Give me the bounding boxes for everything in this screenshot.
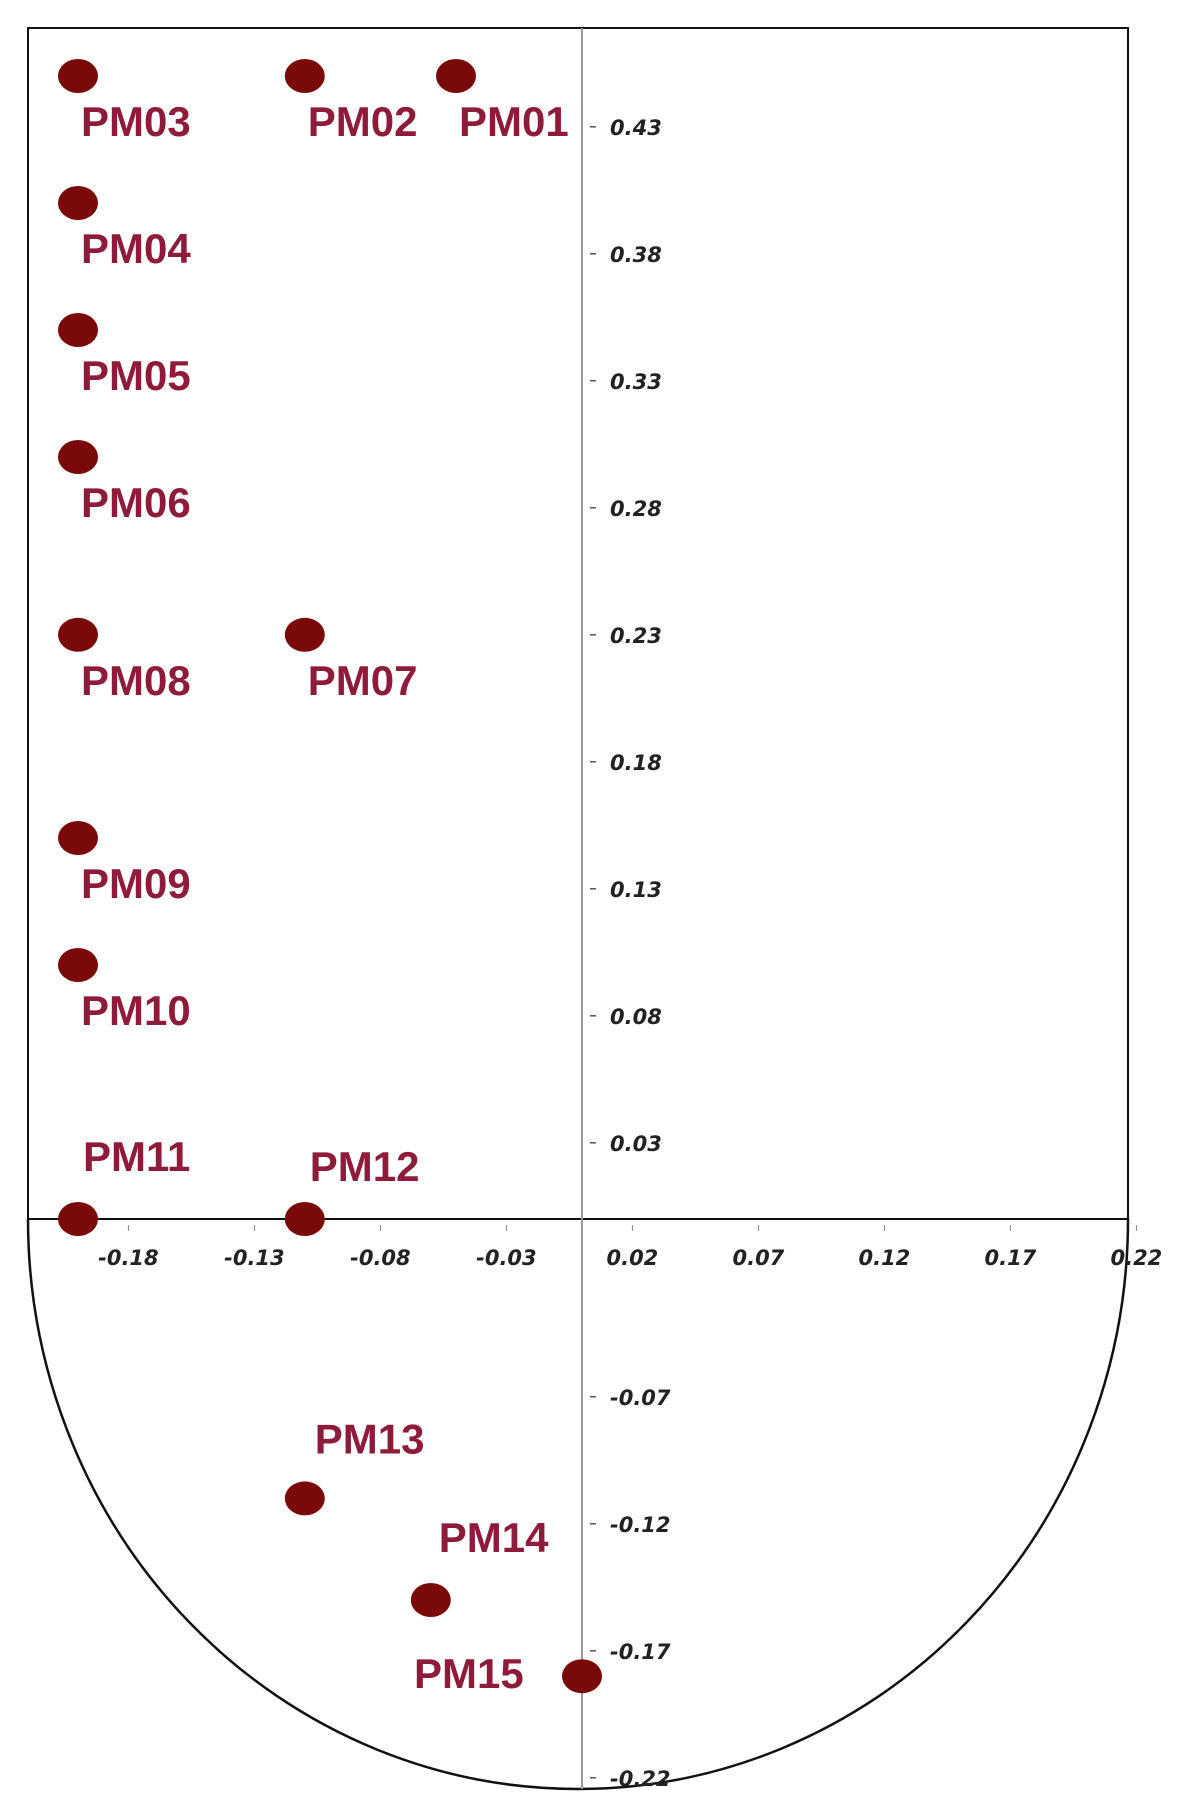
y-tick-label: 0.33 bbox=[610, 370, 662, 394]
x-tick-label: -0.03 bbox=[476, 1246, 537, 1270]
y-tick-label: 0.03 bbox=[610, 1132, 662, 1156]
data-point bbox=[58, 313, 98, 347]
y-tick-label: -0.17 bbox=[610, 1640, 671, 1664]
y-tick-label: 0.23 bbox=[610, 624, 662, 648]
y-tick-label: 0.28 bbox=[610, 497, 662, 521]
data-point bbox=[58, 186, 98, 220]
data-point bbox=[58, 617, 98, 652]
x-axis-ticks: -0.18 -0.13 -0.08 -0.03 0.02 0.07 0.12 0.17 0.22 bbox=[98, 1225, 1162, 1270]
data-point bbox=[284, 59, 325, 93]
data-point bbox=[436, 59, 476, 93]
plot-frame bbox=[26, 27, 1130, 1791]
y-tick-label: 0.08 bbox=[610, 1005, 662, 1029]
point-label: PM06 bbox=[81, 479, 191, 526]
data-point bbox=[562, 1659, 602, 1694]
x-tick-label: -0.18 bbox=[98, 1246, 159, 1270]
axes bbox=[28, 28, 1128, 1789]
plot-border bbox=[27, 27, 1129, 1219]
point-labels: PM01 PM02 PM03 PM04 PM05 PM06 PM07 PM08 PM09 PM10… bbox=[81, 98, 569, 1697]
lower-arc bbox=[26, 1218, 1130, 1791]
data-point bbox=[58, 948, 98, 982]
data-point bbox=[58, 821, 98, 855]
point-label: PM02 bbox=[308, 98, 418, 145]
point-label: PM05 bbox=[81, 352, 191, 399]
y-tick-label: -0.22 bbox=[610, 1767, 671, 1791]
point-label: PM10 bbox=[81, 987, 191, 1034]
data-point bbox=[410, 1583, 451, 1617]
y-tick-label: 0.38 bbox=[610, 243, 662, 267]
point-label: PM04 bbox=[81, 225, 191, 272]
x-tick-label: -0.13 bbox=[224, 1246, 285, 1270]
point-label: PM15 bbox=[414, 1650, 524, 1697]
point-label: PM12 bbox=[310, 1143, 420, 1190]
x-tick-label: 0.22 bbox=[1110, 1246, 1162, 1270]
point-label: PM11 bbox=[83, 1133, 190, 1180]
y-tick-label: 0.13 bbox=[610, 878, 662, 902]
data-point bbox=[58, 1202, 98, 1236]
point-label: PM14 bbox=[439, 1514, 549, 1561]
point-label: PM01 bbox=[459, 98, 569, 145]
x-tick-label: 0.02 bbox=[606, 1246, 658, 1270]
point-label: PM13 bbox=[315, 1415, 425, 1462]
point-label: PM09 bbox=[81, 860, 191, 907]
y-tick-label: -0.07 bbox=[610, 1386, 671, 1410]
y-tick-label: 0.43 bbox=[610, 116, 662, 140]
data-point bbox=[284, 1202, 325, 1236]
data-points bbox=[58, 59, 602, 1694]
x-tick-label: -0.08 bbox=[350, 1246, 411, 1270]
y-tick-label: 0.18 bbox=[610, 751, 662, 775]
y-tick-label: -0.12 bbox=[610, 1513, 671, 1537]
point-label: PM08 bbox=[81, 657, 191, 704]
data-point bbox=[284, 1481, 325, 1516]
point-label: PM07 bbox=[308, 657, 418, 704]
y-axis-ticks: 0.43 0.38 0.33 0.28 0.23 0.18 0.13 0.08 0.03 -0.0… bbox=[590, 116, 671, 1791]
x-tick-label: 0.12 bbox=[858, 1246, 910, 1270]
x-tick-label: 0.07 bbox=[732, 1246, 784, 1270]
point-label: PM03 bbox=[81, 98, 191, 145]
data-point bbox=[58, 440, 98, 474]
x-tick-label: 0.17 bbox=[984, 1246, 1036, 1270]
data-point bbox=[284, 617, 325, 652]
data-point bbox=[58, 59, 98, 93]
